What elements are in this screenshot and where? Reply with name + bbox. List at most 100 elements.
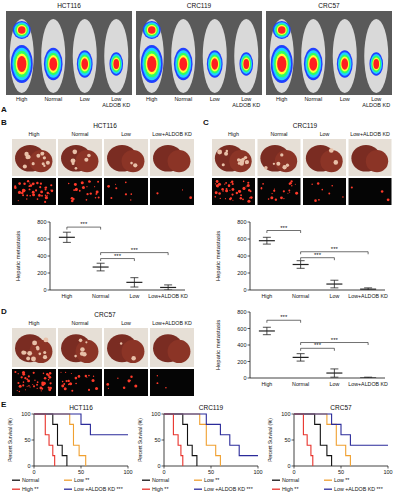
fluorescent-spot (28, 385, 30, 387)
fluorescent-spot (62, 381, 64, 383)
fluorescent-spot (63, 383, 65, 385)
significance-bracket (301, 258, 335, 261)
bioluminescence (13, 21, 31, 39)
fluorescent-spot (32, 384, 33, 385)
y-tick (248, 312, 251, 313)
y-tick-label: 800 (37, 219, 46, 225)
fluorescent-spot (94, 186, 95, 187)
x-tick-label: Low+ALDOB KD (348, 381, 388, 387)
y-axis-label: Hepatic metastasis (15, 231, 21, 282)
background (0, 0, 395, 498)
survival-line (34, 414, 55, 466)
bioluminescence (272, 48, 291, 80)
column-label: LowALDOB KD (362, 96, 390, 108)
fluorescent-spot (50, 190, 51, 191)
legend-label: Low +ALDOB KD *** (74, 486, 123, 492)
nodule (72, 150, 77, 155)
x-tick-label: 50 (208, 469, 214, 475)
error-cap (330, 280, 338, 281)
fluorescent-spot (26, 194, 28, 196)
nodule (43, 165, 45, 167)
panel-letter: A (1, 105, 7, 114)
significance-bracket (301, 252, 369, 255)
fluorescent-spot (331, 185, 333, 187)
bioluminescence (148, 26, 156, 34)
bioluminescence (307, 53, 320, 76)
legend-swatch (142, 480, 150, 481)
error-cap (330, 287, 338, 288)
fluorescent-spot (387, 198, 390, 201)
fluorescent-spot (215, 191, 218, 194)
significance-bracket (267, 320, 301, 323)
nodule (120, 342, 122, 344)
fluorescent-spot (78, 375, 81, 378)
fluorescent-spot (261, 188, 263, 190)
fluorescent-spot (75, 377, 78, 380)
fluorescent-spot (218, 192, 221, 195)
fluorescent-spot (79, 190, 81, 192)
significance-label: *** (331, 246, 339, 252)
nodule (42, 152, 44, 154)
fluorescent-spot (23, 381, 25, 383)
nodule (75, 167, 78, 170)
significance-label: *** (314, 342, 322, 348)
fluorescence-photo (104, 369, 148, 396)
fluorescent-spot (106, 383, 109, 386)
label-line: ALDOB KD (102, 102, 130, 108)
bioluminescence (49, 57, 57, 71)
fluorescent-spot (228, 185, 230, 187)
error-cap (263, 237, 271, 238)
fluorescent-spot (214, 196, 216, 198)
fluorescent-spot (36, 182, 39, 185)
bioluminescence (242, 58, 250, 71)
bioluminescence (15, 24, 28, 37)
error-cap (330, 377, 338, 378)
fluorescent-spot (134, 384, 137, 387)
fluorescent-spot (33, 385, 35, 387)
bioluminescence (12, 48, 31, 80)
fluorescent-spot (71, 390, 73, 392)
fluorescent-spot (49, 372, 52, 375)
fluorescent-spot (229, 190, 230, 191)
y-tick (248, 378, 251, 379)
liver (76, 340, 99, 363)
fluorescent-spot (243, 181, 245, 183)
fluorescent-spot (230, 182, 231, 183)
bioluminescence (308, 55, 318, 73)
nodule (43, 337, 48, 342)
y-tick (248, 239, 251, 240)
fluorescent-spot (36, 388, 37, 389)
y-tick-label: 100 (151, 411, 160, 417)
fluorescent-spot (68, 383, 70, 385)
fluorescent-spot (381, 190, 384, 193)
bioluminescence (210, 56, 219, 71)
fluorescent-spot (29, 182, 30, 183)
fluorescent-spot (88, 180, 90, 182)
fluorescent-spot (189, 196, 192, 199)
fluorescent-spot (38, 194, 40, 196)
nodule (26, 357, 30, 361)
nodule (31, 357, 36, 362)
bioluminescence (340, 56, 349, 71)
fluorescent-spot (242, 187, 245, 190)
nodule (224, 152, 228, 156)
fluorescent-spot (289, 183, 291, 185)
survival-line (34, 414, 67, 466)
column-label: Low (320, 131, 330, 137)
group-title: CRC57 (318, 2, 340, 9)
y-tick (248, 361, 251, 362)
fluorescent-spot (67, 380, 69, 382)
fluorescent-spot (225, 198, 226, 199)
fluorescent-spot (321, 189, 323, 191)
error-cap (63, 232, 71, 233)
bioluminescence (278, 26, 286, 34)
fluorescent-spot (26, 198, 28, 200)
mean-line (93, 266, 109, 267)
fluorescence-photo (150, 369, 194, 396)
bioluminescence (18, 26, 26, 34)
fluorescent-spot (17, 390, 18, 391)
x-tick-label: 0 (162, 469, 165, 475)
fluorescent-spot (250, 196, 253, 199)
fluorescent-spot (36, 384, 38, 386)
fluorescent-spot (182, 189, 183, 190)
